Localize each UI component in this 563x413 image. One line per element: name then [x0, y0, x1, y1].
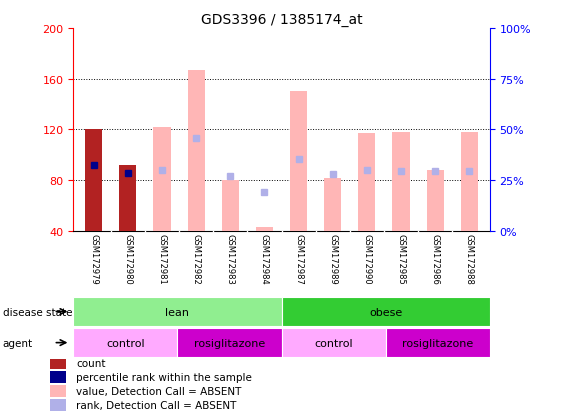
Bar [282, 328, 386, 357]
Bar [324, 178, 341, 231]
Text: control: control [314, 338, 353, 348]
Bar [282, 297, 490, 326]
Text: rosiglitazone: rosiglitazone [402, 338, 473, 348]
Text: GSM172988: GSM172988 [465, 233, 474, 284]
Text: GSM172981: GSM172981 [158, 233, 167, 284]
Text: GSM172979: GSM172979 [89, 233, 98, 284]
Text: GSM172984: GSM172984 [260, 233, 269, 284]
Bar [427, 171, 444, 231]
Bar [73, 297, 282, 326]
Bar [256, 228, 273, 231]
Text: agent: agent [3, 338, 33, 348]
Bar [50, 371, 66, 383]
Text: value, Detection Call = ABSENT: value, Detection Call = ABSENT [77, 386, 242, 396]
Text: GSM172986: GSM172986 [431, 233, 440, 284]
Text: GSM172987: GSM172987 [294, 233, 303, 284]
Text: rank, Detection Call = ABSENT: rank, Detection Call = ABSENT [77, 400, 236, 410]
Text: count: count [77, 358, 106, 368]
Text: control: control [106, 338, 145, 348]
Text: disease state: disease state [3, 307, 72, 317]
Text: GSM172990: GSM172990 [363, 233, 372, 284]
Bar [386, 328, 490, 357]
Text: percentile rank within the sample: percentile rank within the sample [77, 372, 252, 382]
Bar [73, 328, 177, 357]
Bar [222, 180, 239, 231]
Bar [177, 328, 282, 357]
Text: GSM172983: GSM172983 [226, 233, 235, 284]
Text: GSM172982: GSM172982 [191, 233, 200, 284]
Bar [187, 71, 205, 231]
Bar [50, 399, 66, 411]
Bar [85, 130, 102, 231]
Bar [358, 134, 376, 231]
Bar [50, 357, 66, 369]
Title: GDS3396 / 1385174_at: GDS3396 / 1385174_at [200, 12, 363, 26]
Text: GSM172985: GSM172985 [396, 233, 405, 284]
Bar [461, 133, 478, 231]
Text: lean: lean [166, 307, 189, 317]
Bar [392, 133, 409, 231]
Text: obese: obese [369, 307, 403, 317]
Bar [154, 128, 171, 231]
Text: rosiglitazone: rosiglitazone [194, 338, 265, 348]
Bar [50, 385, 66, 397]
Bar [290, 92, 307, 231]
Text: GSM172989: GSM172989 [328, 233, 337, 284]
Bar [119, 166, 136, 231]
Text: GSM172980: GSM172980 [123, 233, 132, 284]
